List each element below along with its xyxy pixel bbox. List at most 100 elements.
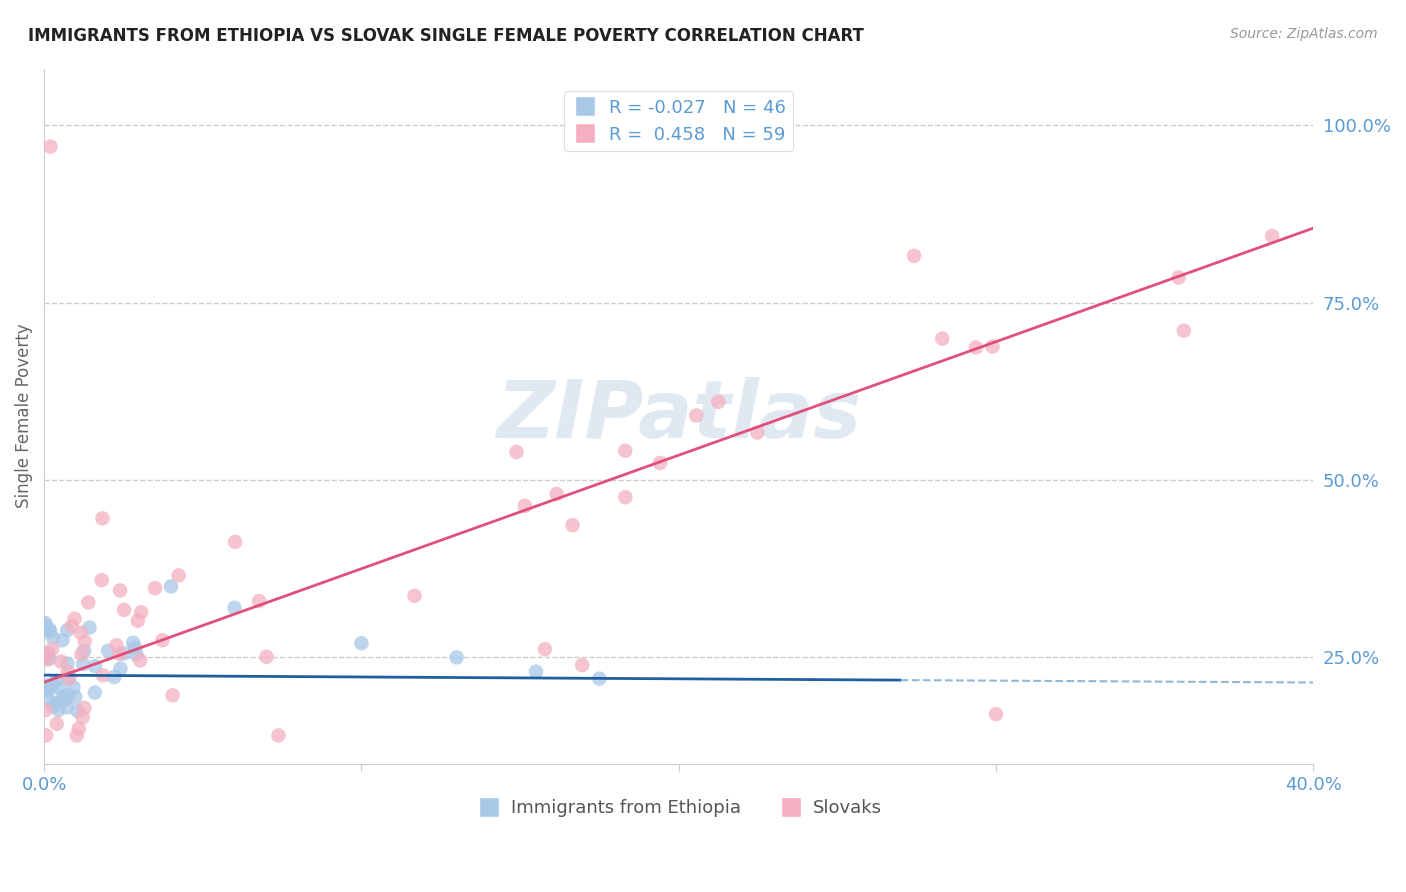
Point — [125, 648, 148, 662]
Point — [965, 340, 987, 354]
Point — [45, 696, 67, 710]
Point — [35, 652, 58, 666]
Point — [42, 677, 65, 691]
Point — [56, 700, 79, 714]
Point — [73, 701, 96, 715]
Point — [77, 595, 100, 609]
Point — [34, 703, 56, 717]
Point — [83, 685, 105, 699]
Legend: Immigrants from Ethiopia, Slovaks: Immigrants from Ethiopia, Slovaks — [468, 792, 890, 824]
Point — [685, 409, 707, 423]
Point — [67, 722, 90, 736]
Point — [69, 625, 91, 640]
Point — [981, 339, 1004, 353]
Text: IMMIGRANTS FROM ETHIOPIA VS SLOVAK SINGLE FEMALE POVERTY CORRELATION CHART: IMMIGRANTS FROM ETHIOPIA VS SLOVAK SINGL… — [28, 27, 865, 45]
Point — [747, 425, 769, 440]
Point — [105, 638, 128, 652]
Point — [167, 568, 190, 582]
Text: ZIPatlas: ZIPatlas — [496, 377, 862, 455]
Point — [614, 443, 637, 458]
Point — [39, 624, 62, 639]
Point — [45, 674, 67, 689]
Point — [63, 612, 86, 626]
Point — [571, 658, 593, 673]
Point — [51, 633, 73, 648]
Point — [534, 642, 557, 657]
Point — [524, 665, 547, 679]
Point — [48, 703, 70, 717]
Point — [1173, 324, 1195, 338]
Point — [588, 672, 610, 686]
Point — [37, 683, 59, 698]
Point — [56, 657, 79, 671]
Point — [70, 647, 93, 661]
Point — [546, 487, 568, 501]
Point — [91, 511, 114, 525]
Point — [707, 394, 730, 409]
Point — [108, 647, 131, 661]
Point — [350, 636, 373, 650]
Point — [931, 332, 953, 346]
Point — [35, 648, 58, 662]
Point — [56, 671, 79, 685]
Point — [65, 690, 87, 705]
Point — [129, 605, 152, 619]
Point — [648, 456, 671, 470]
Point — [48, 681, 70, 696]
Text: Source: ZipAtlas.com: Source: ZipAtlas.com — [1230, 27, 1378, 41]
Point — [79, 620, 101, 634]
Point — [60, 619, 83, 633]
Point — [84, 659, 107, 673]
Point — [129, 653, 152, 667]
Point — [34, 616, 56, 631]
Point — [41, 641, 63, 656]
Point — [38, 694, 60, 708]
Point — [39, 139, 62, 153]
Y-axis label: Single Female Poverty: Single Female Poverty — [15, 324, 32, 508]
Point — [446, 650, 468, 665]
Point — [513, 499, 536, 513]
Point — [49, 655, 72, 669]
Point — [152, 633, 174, 648]
Point — [56, 688, 79, 702]
Point — [62, 680, 84, 694]
Point — [91, 668, 114, 682]
Point — [110, 661, 132, 675]
Point — [1167, 270, 1189, 285]
Point — [73, 634, 96, 648]
Point — [66, 704, 89, 718]
Point — [42, 631, 65, 645]
Point — [404, 589, 426, 603]
Point — [52, 689, 75, 703]
Point — [90, 573, 112, 587]
Point — [903, 249, 925, 263]
Point — [58, 671, 80, 685]
Point — [122, 635, 145, 649]
Point — [35, 728, 58, 742]
Point — [224, 534, 246, 549]
Point — [97, 643, 120, 657]
Point — [162, 689, 184, 703]
Point — [72, 657, 94, 672]
Point — [124, 640, 146, 655]
Point — [45, 716, 67, 731]
Point — [108, 583, 131, 598]
Point — [127, 614, 149, 628]
Point — [53, 692, 76, 706]
Point — [614, 490, 637, 504]
Point — [34, 617, 56, 632]
Point — [984, 707, 1007, 722]
Point — [56, 665, 79, 679]
Point — [561, 518, 583, 533]
Point — [112, 603, 135, 617]
Point — [505, 445, 527, 459]
Point — [37, 646, 59, 660]
Point — [224, 600, 246, 615]
Point — [72, 710, 94, 724]
Point — [42, 698, 65, 713]
Point — [37, 682, 59, 697]
Point — [256, 649, 278, 664]
Point — [267, 728, 290, 742]
Point — [56, 624, 79, 638]
Point — [103, 670, 125, 684]
